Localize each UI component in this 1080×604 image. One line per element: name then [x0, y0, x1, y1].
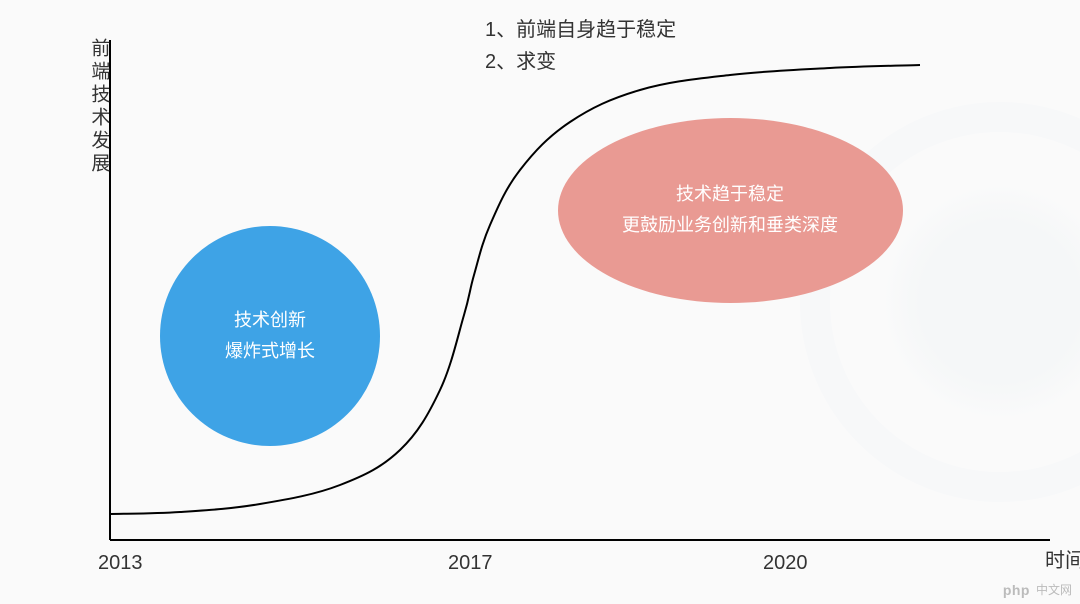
x-axis-label: 时间 [1045, 544, 1080, 573]
bubble-text-line: 技术趋于稳定 [676, 179, 784, 210]
annotation-item: 1、前端自身趋于稳定 [485, 14, 676, 46]
annotation-item: 2、求变 [485, 46, 676, 78]
watermark-logo: php [1003, 582, 1030, 598]
x-tick-label: 2013 [98, 552, 143, 575]
bubble-stable: 技术趋于稳定更鼓励业务创新和垂类深度 [558, 118, 903, 303]
x-tick-label: 2017 [448, 552, 493, 575]
y-axis-label: 前端技术发展 [83, 38, 113, 176]
watermark-text: 中文网 [1036, 581, 1072, 598]
watermark: php 中文网 [1003, 581, 1072, 598]
bubble-innovation: 技术创新爆炸式增长 [160, 226, 380, 446]
x-tick-label: 2020 [763, 552, 808, 575]
bubble-text-line: 爆炸式增长 [225, 336, 315, 367]
annotation-list: 1、前端自身趋于稳定2、求变 [485, 14, 676, 78]
bubble-text-line: 更鼓励业务创新和垂类深度 [622, 210, 838, 241]
bubble-text-line: 技术创新 [234, 305, 306, 336]
chart-container: 前端技术发展 201320172020 时间 1、前端自身趋于稳定2、求变 技术… [70, 10, 1050, 570]
